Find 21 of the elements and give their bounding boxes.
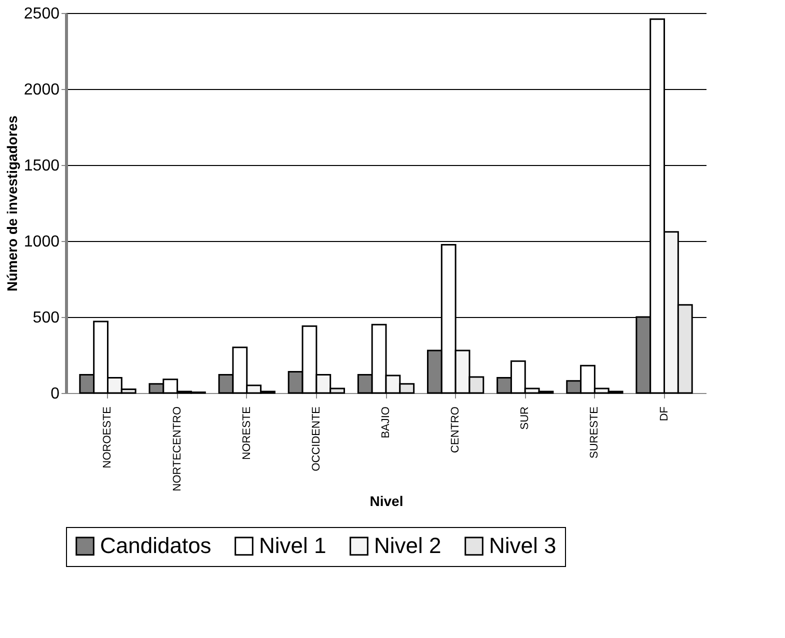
y-tick-label: 500	[32, 310, 60, 326]
x-tick-label: NORTECENTRO	[171, 406, 184, 492]
y-axis-title: Número de investigadores	[4, 115, 20, 292]
x-tick-label: BAJIO	[380, 406, 392, 438]
x-tick-label: NORESTE	[240, 406, 253, 460]
x-tick-label: SUR	[519, 406, 532, 430]
x-tick-label: OCCIDENTE	[310, 406, 322, 472]
x-tick-label: NOROESTE	[102, 406, 114, 468]
legend-label: Candidatos	[100, 533, 212, 558]
legend-label: Nivel 3	[489, 533, 556, 558]
y-tick-label: 2000	[24, 82, 60, 98]
y-tick-label: 2500	[24, 6, 60, 22]
y-tick-label: 1000	[24, 234, 60, 250]
x-tick-label: DF	[658, 406, 670, 422]
x-tick-label: SURESTE	[588, 406, 601, 458]
y-tick-label: 0	[50, 386, 60, 402]
y-tick-label: 1500	[24, 158, 60, 174]
legend-label: Nivel 1	[259, 533, 326, 558]
x-tick-label: CENTRO	[450, 406, 462, 453]
legend-label: Nivel 2	[374, 533, 442, 558]
x-axis-title: Nivel	[370, 493, 404, 510]
